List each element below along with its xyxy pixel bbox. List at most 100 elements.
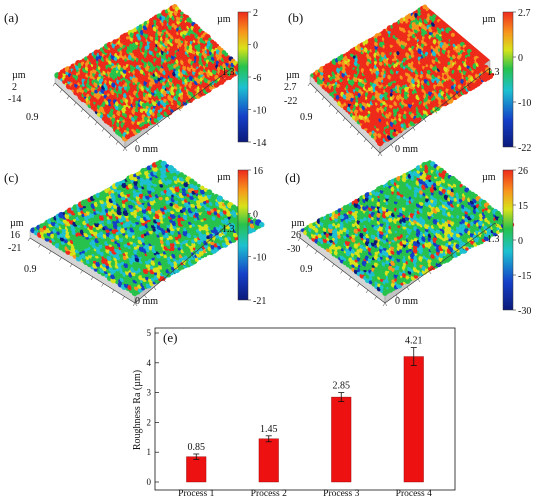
surface-tick bbox=[80, 270, 83, 274]
panel-a-surface bbox=[52, 4, 245, 152]
surface-tick bbox=[66, 95, 70, 100]
colorbar-tick-label: 2 bbox=[253, 8, 258, 19]
surface-tick bbox=[146, 131, 149, 136]
colorbar-gradient bbox=[237, 11, 249, 143]
panel-a-label: (a) bbox=[4, 10, 18, 25]
surface-tick bbox=[363, 138, 367, 143]
surface-cell bbox=[122, 180, 126, 184]
surface-cell bbox=[200, 185, 205, 190]
colorbar-tick-label: 0 bbox=[253, 41, 258, 52]
surface-tick bbox=[335, 110, 339, 115]
panel-c-unit: µm bbox=[217, 172, 231, 183]
surface-tick bbox=[115, 141, 119, 145]
surface-tick bbox=[314, 89, 318, 94]
surface-tick bbox=[101, 128, 105, 132]
colorbar-tick-label: -10 bbox=[518, 98, 531, 109]
panel-c-y-origin: 0 mm bbox=[135, 296, 158, 307]
colorbar-gradient bbox=[502, 11, 514, 148]
surface-tick bbox=[73, 102, 77, 106]
surface-cell bbox=[125, 71, 130, 76]
panel-b-unit: µm bbox=[482, 14, 496, 25]
surface-tick bbox=[321, 96, 325, 101]
surface-tick bbox=[135, 139, 138, 144]
surface-cell bbox=[154, 82, 159, 87]
surface-cell bbox=[361, 76, 366, 80]
surface-tick bbox=[59, 89, 63, 93]
surface-cell bbox=[165, 104, 170, 109]
surface-tick bbox=[124, 147, 128, 152]
surface-tick bbox=[38, 244, 41, 248]
surface-tick bbox=[221, 75, 224, 80]
surface-cell bbox=[148, 100, 152, 105]
colorbar-tick-label: -10 bbox=[253, 253, 266, 264]
surface-tick bbox=[188, 99, 192, 104]
panel-a-z-top: 2 bbox=[12, 82, 17, 93]
surface-cell bbox=[136, 50, 142, 55]
surface-tick bbox=[122, 296, 125, 300]
surface-cell bbox=[109, 123, 113, 127]
surface-cell bbox=[123, 104, 127, 109]
panel-b-surface bbox=[307, 4, 495, 157]
colorbar-tick-label: 0 bbox=[518, 53, 523, 64]
surface-cell bbox=[403, 126, 407, 130]
surface-tick bbox=[199, 91, 203, 96]
surface-tick bbox=[401, 135, 405, 140]
surface-tick bbox=[48, 250, 52, 255]
surface-tick bbox=[379, 152, 383, 157]
surface-tick bbox=[87, 115, 91, 119]
panel-b-z-bottom: -22 bbox=[284, 96, 297, 107]
surface-tick bbox=[356, 131, 360, 136]
panel-c-z-bottom: -21 bbox=[8, 243, 21, 254]
surface-cell bbox=[193, 181, 198, 186]
surface-cell bbox=[143, 100, 147, 104]
surface-tick bbox=[111, 289, 115, 294]
surface-tick bbox=[210, 83, 213, 88]
surface-cell bbox=[150, 78, 154, 82]
panel-a-y-origin: 0 mm bbox=[135, 144, 158, 155]
surface-cell bbox=[354, 240, 359, 244]
surface-cell bbox=[211, 192, 215, 196]
panel-c-x-near: 0.9 bbox=[24, 264, 37, 275]
colorbar-tick-label: -10 bbox=[253, 106, 266, 117]
colorbar-tick-label: -21 bbox=[253, 296, 266, 307]
panel-d-label: (d) bbox=[285, 170, 300, 185]
surface-cell bbox=[114, 96, 118, 100]
surface-cell bbox=[126, 36, 130, 40]
panel-a-z-unit: µm bbox=[12, 70, 26, 81]
surface-tick bbox=[27, 237, 31, 242]
panel-b: (b) µm 2.7 -22 0.9 1.3 0 mm µm 2.70-10-2… bbox=[284, 4, 531, 157]
surface-cell bbox=[205, 228, 209, 232]
surface-cell bbox=[366, 129, 371, 134]
surface-cell bbox=[177, 9, 182, 13]
panel-c-label: (c) bbox=[4, 170, 18, 185]
surface-tick bbox=[80, 108, 84, 113]
colorbar-tick-label: -22 bbox=[518, 143, 531, 154]
surface-tick bbox=[101, 283, 104, 287]
panel-b-y-origin: 0 mm bbox=[395, 144, 418, 155]
surface-cell bbox=[165, 76, 169, 80]
panel-c-z-unit: µm bbox=[10, 218, 24, 229]
surface-tick bbox=[52, 82, 56, 87]
surface-tick bbox=[69, 263, 73, 268]
surface-tick bbox=[108, 134, 112, 139]
panel-b-z-top: 2.7 bbox=[284, 82, 297, 93]
panel-a-x-near: 0.9 bbox=[26, 112, 39, 123]
surface-cell bbox=[101, 239, 105, 243]
colorbar-tick-label: -14 bbox=[253, 138, 266, 149]
panel-a-x-far: 1.3 bbox=[222, 67, 235, 78]
surface-tick bbox=[412, 127, 416, 131]
surface-tick bbox=[342, 117, 346, 122]
panel-c: (c) µm 16 -21 0.9 1.3 0 mm µm 160-10-21 bbox=[4, 159, 266, 307]
surface-tick bbox=[423, 118, 427, 123]
surface-tick bbox=[178, 107, 181, 112]
surface-tick bbox=[370, 145, 374, 150]
panel-b-label: (b) bbox=[288, 10, 303, 25]
panel-c-colorbar: 160-10-21 bbox=[237, 166, 266, 307]
surface-cell bbox=[139, 127, 143, 131]
surface-tick bbox=[90, 276, 94, 281]
surface-cell bbox=[222, 78, 227, 83]
colorbar-tick-label: -6 bbox=[253, 73, 261, 84]
surface-tick bbox=[390, 144, 394, 148]
panel-a: (a) µm 2 -14 0.9 1.3 0 mm µm 20-6-10-14 bbox=[4, 4, 266, 155]
